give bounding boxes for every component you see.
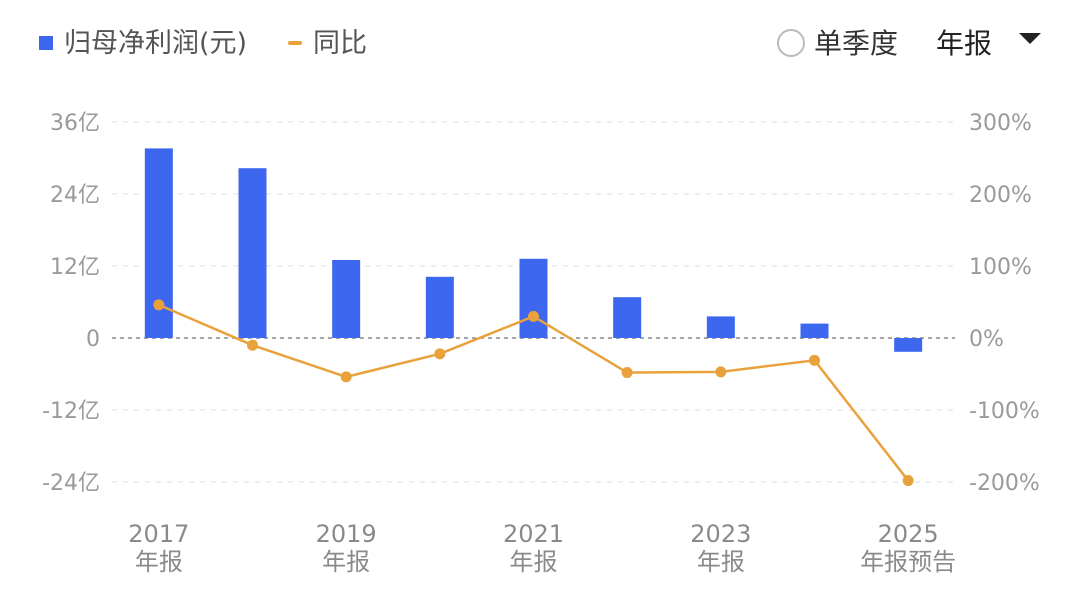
yoy-point[interactable] <box>153 299 165 311</box>
y-left-tick-label: -12亿 <box>42 399 100 424</box>
y-right-tick-label: -100% <box>969 399 1040 424</box>
y-right-tick-label: 300% <box>969 111 1032 136</box>
line-series <box>153 299 914 487</box>
x-tick-label: 2023 <box>690 520 751 548</box>
y-right-tick-label: 200% <box>969 183 1032 208</box>
legend-yoy-label: 同比 <box>313 28 367 59</box>
y-right-tick-label: -200% <box>969 471 1040 496</box>
y-axis-left: 36亿 24亿 12亿 0 -12亿 -24亿 <box>42 111 100 496</box>
x-tick-label: 2025 <box>878 520 939 548</box>
x-tick-label: 年报 <box>135 548 183 576</box>
bar[interactable] <box>332 260 361 338</box>
caret-down-icon[interactable] <box>1019 33 1041 44</box>
y-left-tick-label: 0 <box>86 327 100 352</box>
x-tick-label: 年报 <box>510 548 558 576</box>
yoy-point[interactable] <box>247 339 258 351</box>
y-left-tick-label: 36亿 <box>50 111 100 136</box>
yoy-point[interactable] <box>715 366 727 378</box>
yoy-point[interactable] <box>434 348 446 360</box>
bar[interactable] <box>800 323 829 338</box>
period-dropdown-label[interactable]: 年报 <box>936 27 992 60</box>
quarterly-radio[interactable]: 单季度 <box>777 27 898 60</box>
y-axis-right: 300% 200% 100% 0% -100% -200% <box>969 111 1040 496</box>
bar[interactable] <box>238 168 267 338</box>
y-left-tick-label: 12亿 <box>50 255 100 280</box>
bar[interactable] <box>425 276 454 338</box>
bar[interactable] <box>613 297 642 338</box>
legend: 归母净利润(元) 同比 <box>39 28 367 59</box>
yoy-point[interactable] <box>621 367 633 379</box>
legend-profit-swatch <box>39 36 53 50</box>
x-tick-label: 2021 <box>503 520 564 548</box>
bar[interactable] <box>706 316 735 338</box>
y-right-tick-label: 0% <box>969 327 1004 352</box>
y-left-tick-label: 24亿 <box>50 183 100 208</box>
x-tick-label: 年报预告 <box>860 548 956 576</box>
quarterly-radio-circle[interactable] <box>777 29 805 57</box>
x-tick-label: 2019 <box>316 520 377 548</box>
period-dropdown[interactable]: 年报 <box>936 27 1041 60</box>
yoy-point[interactable] <box>528 310 539 322</box>
y-right-tick-label: 100% <box>969 255 1032 280</box>
yoy-point[interactable] <box>902 475 914 487</box>
yoy-point[interactable] <box>809 354 820 366</box>
bar[interactable] <box>894 338 923 352</box>
x-tick-label: 年报 <box>322 548 370 576</box>
yoy-point[interactable] <box>340 371 352 383</box>
bar[interactable] <box>519 258 548 338</box>
legend-profit-label: 归母净利润(元) <box>64 28 247 59</box>
x-tick-label: 2017 <box>128 520 189 548</box>
legend-yoy-swatch <box>288 41 302 45</box>
x-tick-label: 年报 <box>697 548 745 576</box>
quarterly-label[interactable]: 单季度 <box>814 27 898 60</box>
bar-series <box>144 148 923 352</box>
y-left-tick-label: -24亿 <box>42 471 100 496</box>
